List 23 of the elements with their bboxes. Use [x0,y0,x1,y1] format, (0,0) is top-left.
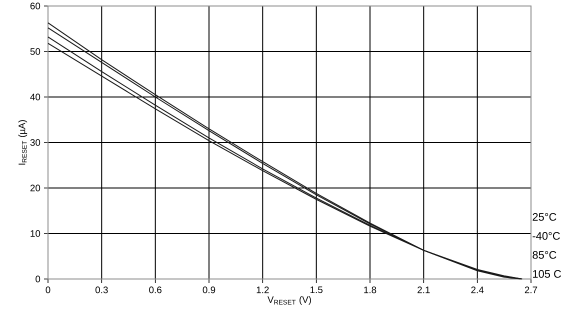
x-tick-label: 2.7 [524,286,538,294]
text: 25°C [532,213,556,221]
x-tick-label: 2.1 [418,286,430,294]
y-tick-label: 0 [36,276,40,282]
x-axis-title: V$_{RESET}$ (V) [267,296,311,305]
x-tick-label: 1.8 [364,286,376,294]
x-tick-label: 0 [46,286,50,294]
y-tick-label: 10 [30,230,40,237]
y-tick-label: 60 [30,2,40,10]
text: 85°C [532,251,556,259]
series-label: 105 C [533,270,562,278]
y-axis-title: I$_{RESET}$ (µA) [18,120,28,165]
x-tick-label: 2.4 [471,286,484,294]
x-tick-label: 0.6 [149,286,162,294]
x-tick-label: 0.9 [202,286,216,294]
y-tick-label: 50 [30,48,40,55]
x-tick-label: 0.3 [95,286,108,294]
x-tick-label: 1.2 [256,286,269,294]
y-tick-label: 40 [30,94,40,100]
y-tick-label: 30 [30,139,40,146]
text: -40°C [532,232,560,240]
y-tick-label: 20 [30,184,40,192]
x-tick-label: 1.5 [310,286,323,294]
